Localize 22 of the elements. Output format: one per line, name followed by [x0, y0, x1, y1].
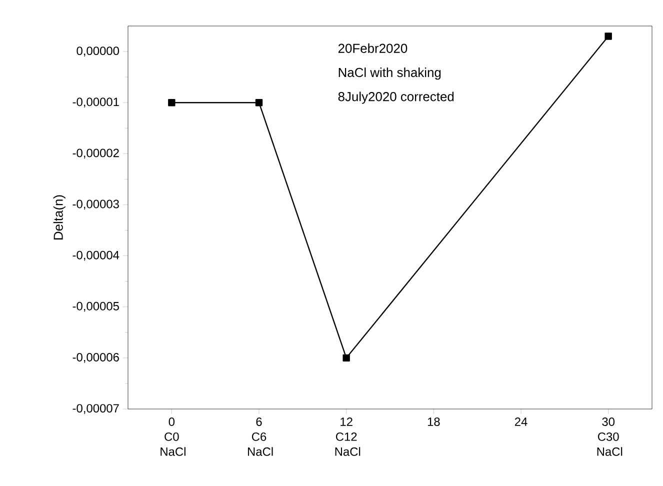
y-tick-label: 0,00000 [76, 46, 120, 56]
y-tick-label: -0,00002 [72, 148, 119, 159]
annotation: NaCl with shaking [338, 68, 441, 80]
x-tick-label: 6 C6 NaCl [248, 418, 273, 456]
y-tick-label: -0,00007 [72, 404, 119, 414]
y-tick-label: -0,00003 [72, 200, 119, 210]
point [255, 99, 263, 106]
x-tick-label: 30 C30 NaCl [597, 418, 622, 456]
x-tick-label: 24 [514, 418, 528, 426]
y-tick-label: -0,00001 [72, 98, 119, 108]
point [342, 354, 350, 362]
annotation: 20Febr2020 [338, 43, 408, 53]
point [604, 32, 612, 40]
y-tick-label: -0,00004 [72, 250, 120, 261]
x-tick-label: 0 C0 NaCl [160, 418, 186, 456]
x-tick-label: 18 [428, 418, 440, 426]
y-tick-label: -0,00006 [72, 353, 119, 363]
annotation: 8July2020 corrected [338, 92, 454, 104]
x-tick-label: 12 C12 NaCl [335, 418, 360, 456]
y-axis-title: Delta(n) [53, 195, 66, 240]
y-tick-label: -0,00005 [72, 302, 119, 312]
point [168, 99, 176, 106]
